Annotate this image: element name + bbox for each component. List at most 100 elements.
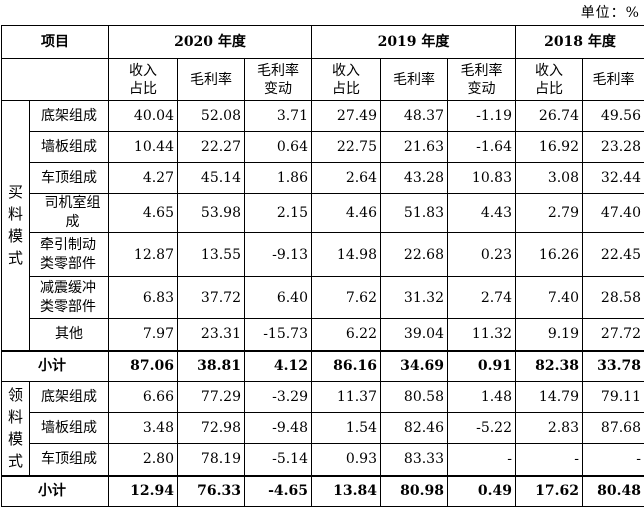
subtotal-cell: 33.78 xyxy=(582,349,644,382)
row-label: 车顶组成 xyxy=(29,443,109,476)
row-label: 墙板组成 xyxy=(29,412,109,444)
table-cell: 27.72 xyxy=(582,318,644,351)
header-item: 项目 xyxy=(1,25,109,59)
table-cell: 10.83 xyxy=(447,162,516,194)
table-cell: 22.27 xyxy=(177,131,245,163)
subtotal-label: 小计 xyxy=(1,474,109,507)
table-cell: 6.83 xyxy=(108,276,178,319)
table-cell: 22.45 xyxy=(582,232,644,277)
table-cell: 16.26 xyxy=(515,232,583,277)
table-cell: 0.93 xyxy=(311,443,381,476)
table-cell: 82.46 xyxy=(380,412,448,444)
table-cell: 31.32 xyxy=(380,276,448,319)
group-label-char: 模 xyxy=(7,430,23,449)
table-row: 减震缓冲 类零部件 6.83 37.72 6.40 7.62 31.32 2.74 7.40 28… xyxy=(2,276,644,319)
table-row: 牵引制动 类零部件 12.87 13.55 -9.13 14.98 22.68 0.23 16.… xyxy=(2,232,644,277)
table-cell: -1.19 xyxy=(447,100,516,132)
table-cell: 4.27 xyxy=(108,162,178,194)
gross-margin-table: 项目 2020 年度 2019 年度 2018 年度 收入 占比 毛利率 毛利率变… xyxy=(1,25,644,507)
table-cell: 6.22 xyxy=(311,318,381,351)
table-cell: -5.22 xyxy=(447,412,516,444)
row-label: 其他 xyxy=(29,318,109,351)
table-cell: 49.56 xyxy=(582,100,644,132)
group-label-char: 式 xyxy=(7,249,23,268)
table-cell: 48.37 xyxy=(380,100,448,132)
table-cell: 21.63 xyxy=(380,131,448,163)
header-year-2020: 2020 年度 xyxy=(108,25,312,59)
table-row: 司机室组成 4.65 53.98 2.15 4.46 51.83 4.43 2.79 47.40 xyxy=(2,193,644,233)
header-row-years: 项目 2020 年度 2019 年度 2018 年度 xyxy=(1,25,644,59)
table-cell: 26.74 xyxy=(515,100,583,132)
table-cell: 40.04 xyxy=(108,100,178,132)
table-cell: 32.44 xyxy=(582,162,644,194)
table-row: 其他 7.97 23.31 -15.73 6.22 39.04 11.32 9.19 27.72 xyxy=(2,318,644,351)
table-cell: - xyxy=(582,443,644,476)
group-label-char: 料 xyxy=(7,205,23,224)
subtotal-cell: 86.16 xyxy=(311,349,381,382)
table-cell: 45.14 xyxy=(177,162,245,194)
table-cell: 23.31 xyxy=(177,318,245,351)
table-cell: 2.83 xyxy=(515,412,583,444)
table-cell: 87.68 xyxy=(582,412,644,444)
table-cell: 6.40 xyxy=(244,276,312,319)
subtotal-cell: 0.91 xyxy=(447,349,516,382)
table-cell: 52.08 xyxy=(177,100,245,132)
table-cell: 14.98 xyxy=(311,232,381,277)
col-margin-2019: 毛利率 xyxy=(380,58,448,101)
table-cell: 11.32 xyxy=(447,318,516,351)
col-share-2018: 收入 占比 xyxy=(515,58,583,101)
row-label: 车顶组成 xyxy=(29,162,109,194)
row-label: 司机室组成 xyxy=(29,193,109,233)
table-cell: 79.11 xyxy=(582,381,644,413)
table-cell: 0.23 xyxy=(447,232,516,277)
table-row: 车顶组成 2.80 78.19 -5.14 0.93 83.33- - - xyxy=(2,443,644,476)
col-change-2019: 毛利率 变动 xyxy=(447,58,516,101)
table-cell: 47.40 xyxy=(582,193,644,233)
subtotal-cell: 87.06 xyxy=(108,349,178,382)
table-cell: 7.40 xyxy=(515,276,583,319)
table-cell: 7.97 xyxy=(108,318,178,351)
table-cell: 16.92 xyxy=(515,131,583,163)
table-cell: 3.71 xyxy=(244,100,312,132)
group-label-char: 料 xyxy=(7,408,23,427)
table-cell: 39.04 xyxy=(380,318,448,351)
group-label: 买料模式 xyxy=(1,100,30,351)
table-cell: -3.29 xyxy=(244,381,312,413)
table-cell: 12.87 xyxy=(108,232,178,277)
table-row: 买料模式底架组成 40.04 52.08 3.71 27.49 48.37 -1.19 26.… xyxy=(1,100,644,351)
subtotal-cell: -4.65 xyxy=(244,474,312,507)
table-row: 车顶组成 4.27 45.14 1.86 2.64 43.28 10.83 3.08 32.44 xyxy=(2,162,644,194)
table-cell: 14.79 xyxy=(515,381,583,413)
table-cell: - xyxy=(447,443,516,476)
table-cell: 2.64 xyxy=(311,162,381,194)
table-cell: 1.86 xyxy=(244,162,312,194)
header-row-columns: 收入 占比 毛利率 毛利率 变动 收入 占比 毛利率 毛利率 变动 收入 占比 毛利率 xyxy=(1,58,644,101)
table-cell: 7.62 xyxy=(311,276,381,319)
group-label-char: 买 xyxy=(7,183,23,202)
table-cell: 43.28 xyxy=(380,162,448,194)
table-cell: 27.49 xyxy=(311,100,381,132)
table-cell: 2.74 xyxy=(447,276,516,319)
table-cell: 1.54 xyxy=(311,412,381,444)
table-cell: 51.83 xyxy=(380,193,448,233)
table-cell: 37.72 xyxy=(177,276,245,319)
table-cell: - xyxy=(515,443,583,476)
subtotal-cell: 12.94 xyxy=(108,474,178,507)
table-cell: 2.80 xyxy=(108,443,178,476)
table-cell: 0.64 xyxy=(244,131,312,163)
subtotal-cell: 17.62 xyxy=(515,474,583,507)
row-label: 底架组成 xyxy=(29,381,109,413)
header-year-2019: 2019 年度 xyxy=(311,25,516,59)
subtotal-cell: 13.84 xyxy=(311,474,381,507)
table-cell: 3.08 xyxy=(515,162,583,194)
table-cell: -5.14 xyxy=(244,443,312,476)
subtotal-cell: 82.38 xyxy=(515,349,583,382)
table-cell: 3.48 xyxy=(108,412,178,444)
subtotal-cell: 76.33 xyxy=(177,474,245,507)
group-label-char: 式 xyxy=(7,452,23,471)
col-change-2020: 毛利率 变动 xyxy=(244,58,312,101)
table-cell: 4.46 xyxy=(311,193,381,233)
table-cell: 1.48 xyxy=(447,381,516,413)
subtotal-cell: 34.69 xyxy=(380,349,448,382)
table-cell: 23.28 xyxy=(582,131,644,163)
